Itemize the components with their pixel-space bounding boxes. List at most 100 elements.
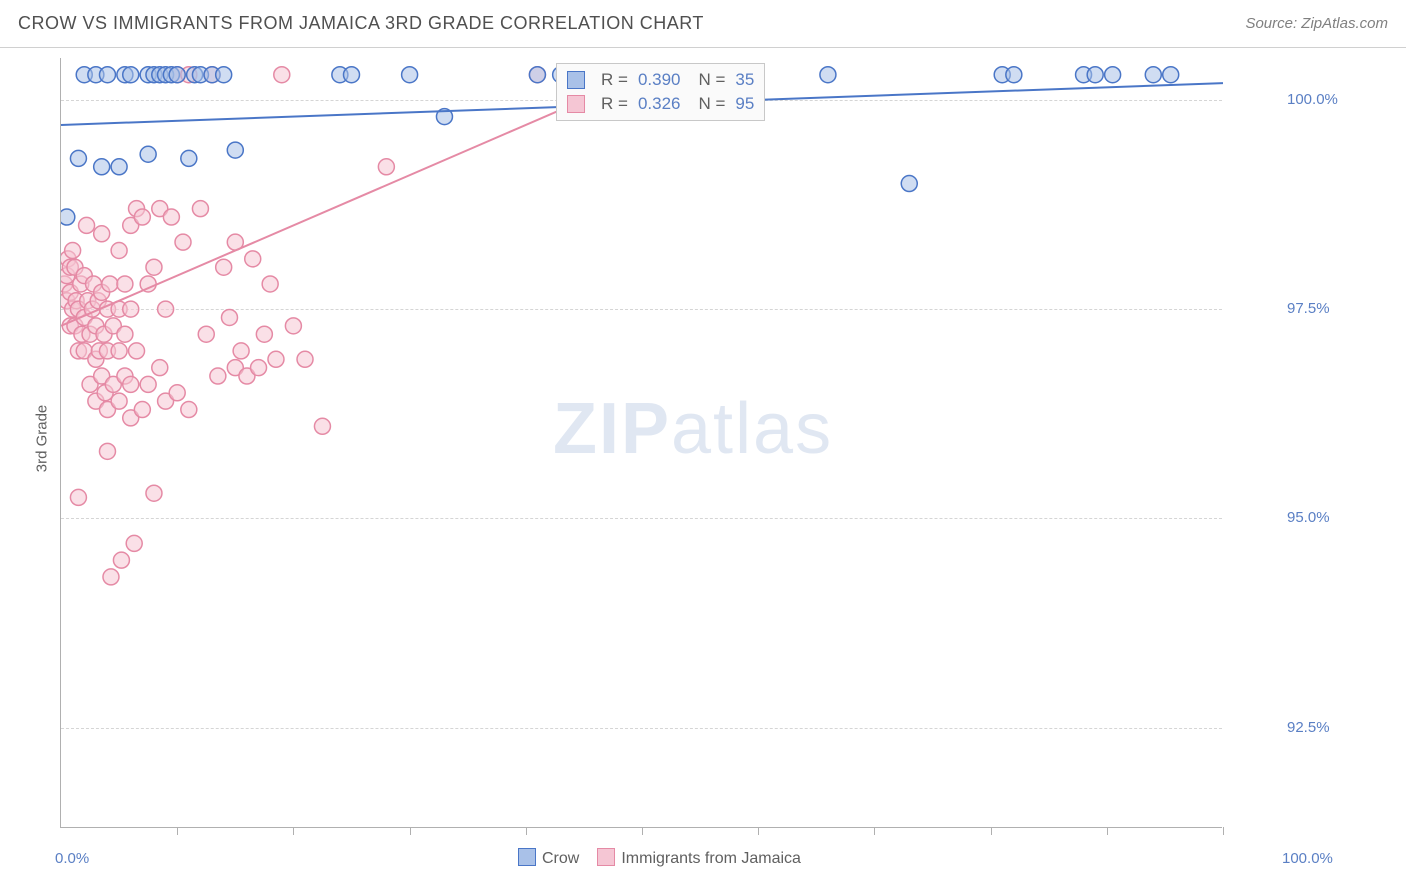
legend-swatch (567, 95, 585, 113)
jamaica-point (65, 243, 81, 259)
jamaica-point (111, 393, 127, 409)
y-axis-label: 3rd Grade (33, 405, 50, 473)
crow-point (181, 150, 197, 166)
crow-point (1105, 67, 1121, 83)
x-tick (758, 827, 759, 835)
x-tick (293, 827, 294, 835)
crow-point (169, 67, 185, 83)
legend-n-value: 95 (735, 94, 754, 114)
x-min-label: 0.0% (55, 850, 89, 867)
legend-r-label: R = (601, 94, 628, 114)
crow-point (216, 67, 232, 83)
crow-point (1087, 67, 1103, 83)
jamaica-point (169, 385, 185, 401)
legend-r-label: R = (601, 70, 628, 90)
legend-item-crow: Crow (518, 848, 579, 868)
jamaica-point (274, 67, 290, 83)
legend-r-value: 0.390 (638, 70, 681, 90)
jamaica-point (103, 569, 119, 585)
jamaica-point (126, 535, 142, 551)
jamaica-point (285, 318, 301, 334)
crow-point (61, 209, 75, 225)
legend-n-label: N = (698, 94, 725, 114)
crow-point (344, 67, 360, 83)
x-tick (874, 827, 875, 835)
legend-label: Crow (542, 850, 579, 867)
jamaica-point (117, 326, 133, 342)
jamaica-point (117, 276, 133, 292)
crow-point (123, 67, 139, 83)
jamaica-point (111, 243, 127, 259)
x-tick (642, 827, 643, 835)
jamaica-point (94, 226, 110, 242)
crow-point (94, 159, 110, 175)
x-tick (410, 827, 411, 835)
jamaica-point (163, 209, 179, 225)
chart-title: CROW VS IMMIGRANTS FROM JAMAICA 3RD GRAD… (18, 13, 704, 34)
jamaica-point (378, 159, 394, 175)
jamaica-point (152, 360, 168, 376)
crow-point (99, 67, 115, 83)
legend-swatch (597, 848, 615, 866)
x-tick (991, 827, 992, 835)
chart-svg (61, 58, 1223, 828)
crow-point (1163, 67, 1179, 83)
crow-point (529, 67, 545, 83)
jamaica-point (146, 485, 162, 501)
crow-point (70, 150, 86, 166)
jamaica-point (113, 552, 129, 568)
jamaica-point (233, 343, 249, 359)
crow-point (1145, 67, 1161, 83)
correlation-legend: R = 0.390 N = 35 R = 0.326 N = 95 (556, 63, 765, 121)
legend-n-label: N = (698, 70, 725, 90)
crow-point (140, 146, 156, 162)
crow-point (227, 142, 243, 158)
jamaica-point (123, 301, 139, 317)
legend-item-jamaica: Immigrants from Jamaica (597, 848, 801, 868)
jamaica-point (111, 343, 127, 359)
jamaica-point (256, 326, 272, 342)
jamaica-point (99, 443, 115, 459)
jamaica-point (181, 402, 197, 418)
jamaica-point (198, 326, 214, 342)
legend-n-value: 35 (735, 70, 754, 90)
x-tick (1223, 827, 1224, 835)
jamaica-point (123, 376, 139, 392)
y-tick-label: 92.5% (1287, 719, 1330, 736)
crow-point (820, 67, 836, 83)
crow-point (1006, 67, 1022, 83)
legend-r-value: 0.326 (638, 94, 681, 114)
legend-row: R = 0.326 N = 95 (567, 92, 754, 116)
legend-row: R = 0.390 N = 35 (567, 68, 754, 92)
plot-area (60, 58, 1222, 828)
x-tick (526, 827, 527, 835)
jamaica-point (245, 251, 261, 267)
jamaica-point (268, 351, 284, 367)
source-label: Source: ZipAtlas.com (1245, 15, 1388, 32)
crow-point (901, 176, 917, 192)
jamaica-point (251, 360, 267, 376)
y-tick-label: 97.5% (1287, 300, 1330, 317)
jamaica-point (314, 418, 330, 434)
jamaica-point (134, 209, 150, 225)
jamaica-point (102, 276, 118, 292)
legend-swatch (518, 848, 536, 866)
jamaica-point (216, 259, 232, 275)
legend-swatch (567, 71, 585, 89)
jamaica-point (175, 234, 191, 250)
crow-point (402, 67, 418, 83)
x-tick (177, 827, 178, 835)
chart-header: CROW VS IMMIGRANTS FROM JAMAICA 3RD GRAD… (0, 0, 1406, 48)
jamaica-point (262, 276, 278, 292)
y-tick-label: 95.0% (1287, 509, 1330, 526)
jamaica-point (221, 309, 237, 325)
jamaica-point (297, 351, 313, 367)
jamaica-point (79, 217, 95, 233)
jamaica-point (70, 489, 86, 505)
x-max-label: 100.0% (1282, 850, 1333, 867)
jamaica-point (129, 343, 145, 359)
series-legend: Crow Immigrants from Jamaica (518, 848, 801, 868)
jamaica-point (140, 376, 156, 392)
jamaica-point (158, 301, 174, 317)
jamaica-point (210, 368, 226, 384)
